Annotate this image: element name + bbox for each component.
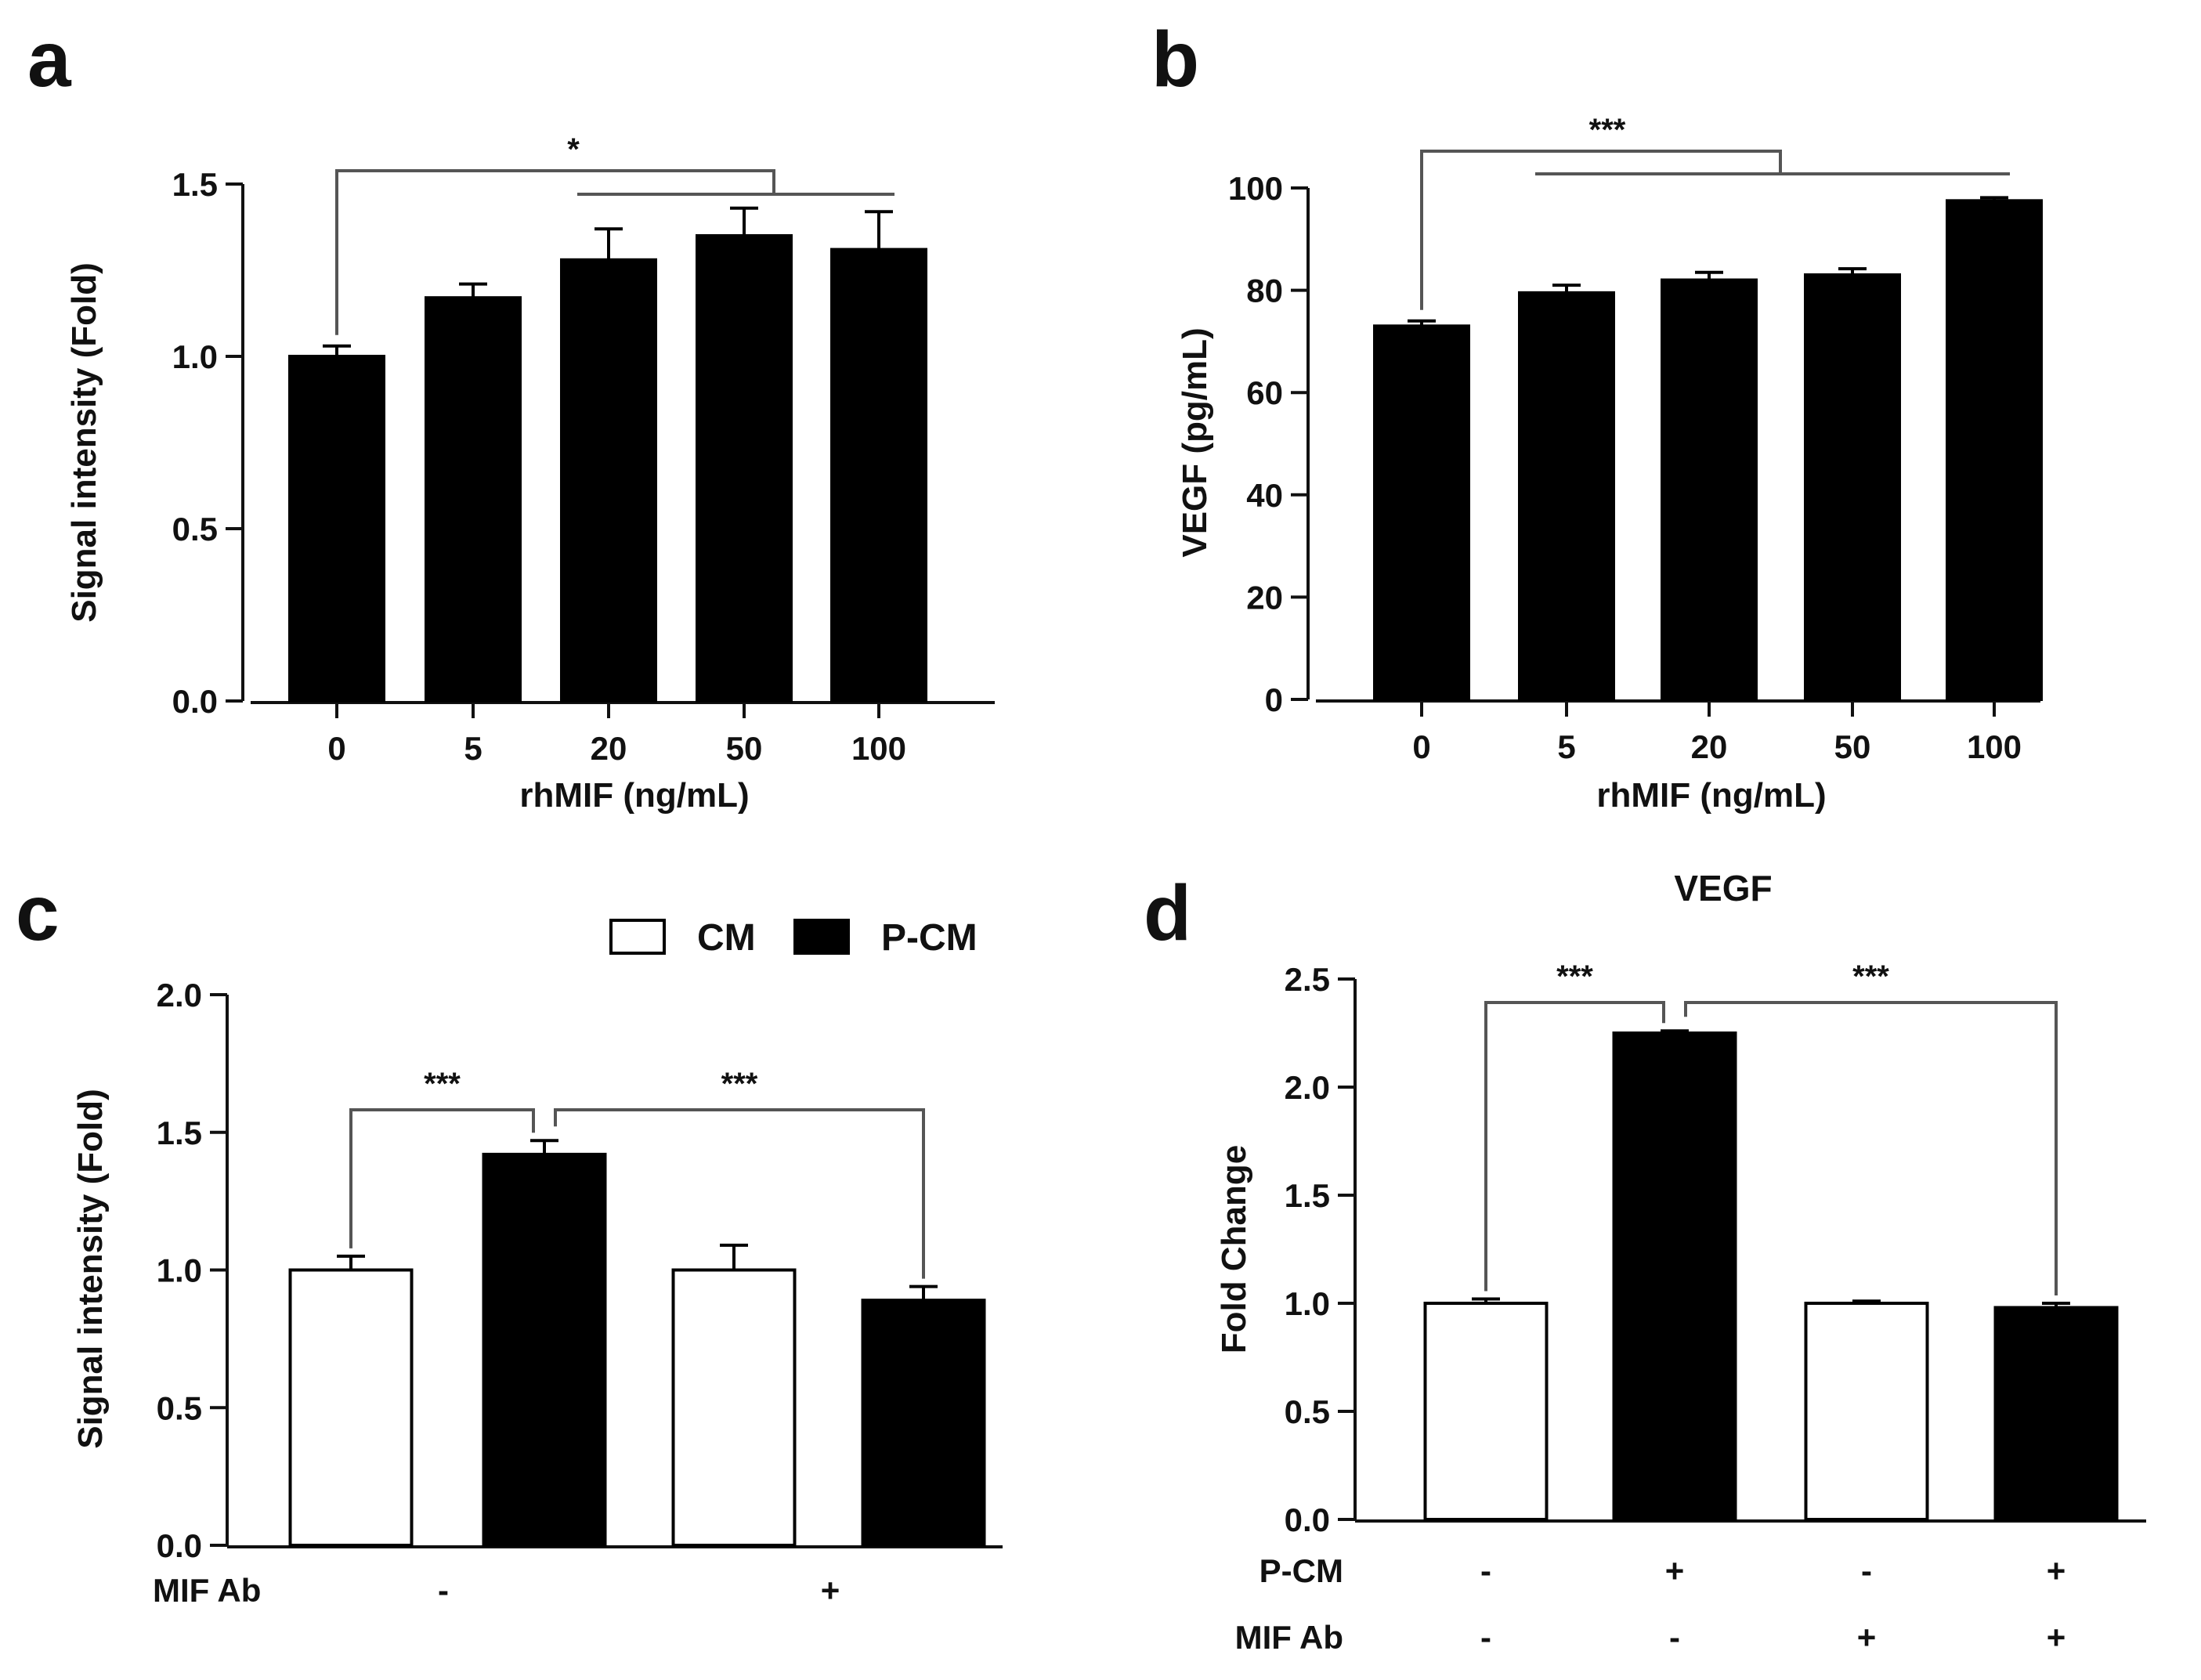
panel-b-y-tick-label: 100 <box>1228 170 1283 207</box>
panel-b-significance-label: *** <box>1589 113 1626 147</box>
panel-a-x-axis-label: rhMIF (ng/mL) <box>519 776 749 815</box>
panel-c-y-tick-label: 0.5 <box>157 1389 202 1426</box>
panel-a-significance-label: * <box>567 132 580 167</box>
panel-a-x-tick-label: 0 <box>327 730 345 767</box>
panel-a-x-tick-label: 20 <box>591 730 627 767</box>
panel-d-row-value: + <box>1665 1552 1685 1589</box>
panel-b-y-tick-label: 40 <box>1246 477 1283 514</box>
panel-c-legend-label: P-CM <box>881 917 978 959</box>
panel-d-bar <box>1612 1031 1737 1521</box>
panel-c-y-axis-label: Signal intensity (Fold) <box>71 1089 110 1449</box>
panel-d-comparison-label: *** <box>1852 959 1889 994</box>
panel-b-y-tick-label: 80 <box>1246 273 1283 309</box>
panel-d-bar <box>1993 1306 2119 1522</box>
panel-b-y-tick-label: 20 <box>1246 579 1283 616</box>
panel-c-comparison-bracket <box>349 1108 535 1248</box>
panel-c-bar <box>861 1299 986 1548</box>
panel-d-y-axis-label: Fold Change <box>1215 1145 1253 1353</box>
panel-a-x-tick-label: 5 <box>464 730 482 767</box>
panel-label-c: c <box>16 869 60 957</box>
panel-d-y-tick-label: 0.5 <box>1285 1393 1330 1430</box>
panel-d-y-tick-label: 2.5 <box>1285 961 1330 998</box>
panel-c-y-tick-label: 0.0 <box>157 1527 202 1564</box>
panel-b-y-tick-label: 60 <box>1246 374 1283 411</box>
panel-a-y-tick-label: 0.0 <box>172 683 218 720</box>
panel-d-row-value: - <box>1480 1552 1491 1589</box>
panel-d-y-tick-label: 1.0 <box>1285 1285 1330 1322</box>
panel-c-bar <box>482 1152 607 1547</box>
panel-label-b: b <box>1151 16 1199 103</box>
panel-b-y-axis-label: VEGF (pg/mL) <box>1176 327 1214 557</box>
panel-c-comparison-bracket <box>554 1108 925 1279</box>
panel-d-bar <box>1423 1302 1549 1521</box>
panel-b-x-tick-label: 20 <box>1691 728 1728 765</box>
panel-b-bar <box>1518 291 1615 701</box>
panel-d-bar <box>1804 1302 1929 1521</box>
panel-c-y-tick-label: 1.5 <box>157 1115 202 1151</box>
panel-d-comparison-bracket <box>1484 1001 1665 1292</box>
panel-d-row-label: P-CM <box>1260 1552 1343 1589</box>
panel-a-y-tick-label: 1.0 <box>172 338 218 375</box>
panel-a-bar <box>425 296 522 703</box>
panel-b-bar <box>1804 273 1901 701</box>
panel-c-legend-swatch <box>793 919 850 955</box>
panel-c-legend-label: CM <box>697 917 756 959</box>
panel-b-x-tick-label: 50 <box>1834 728 1871 765</box>
panel-a-bar <box>288 355 385 703</box>
panel-a-x-tick-label: 50 <box>726 730 763 767</box>
panel-c-comparison-label: *** <box>721 1067 758 1101</box>
panel-a-y-axis-label: Signal intensity (Fold) <box>65 262 103 623</box>
panel-d-comparison-label: *** <box>1556 959 1593 994</box>
panel-b-x-tick-label: 100 <box>1967 728 2022 765</box>
panel-d-y-tick-label: 1.5 <box>1285 1177 1330 1214</box>
panel-c-row-label: MIF Ab <box>153 1572 261 1609</box>
panel-b-x-tick-label: 5 <box>1557 728 1575 765</box>
panel-c-y-tick-label: 2.0 <box>157 977 202 1013</box>
panel-d-title: VEGF <box>1674 868 1772 909</box>
panel-a-y-tick-label: 1.5 <box>172 166 218 203</box>
panel-c-comparison-label: *** <box>424 1067 461 1101</box>
panel-c-bar <box>288 1268 414 1547</box>
panel-d-row-label: MIF Ab <box>1235 1619 1343 1656</box>
panel-b-y-tick-label: 0 <box>1265 681 1283 718</box>
panel-d-row-value: + <box>2047 1619 2066 1656</box>
panel-b-bar <box>1661 278 1758 702</box>
panel-a-significance-bracket <box>335 169 775 335</box>
panel-d-comparison-bracket <box>1684 1001 2058 1295</box>
panel-b-bar <box>1946 199 2043 701</box>
panel-d-y-tick-label: 0.0 <box>1285 1501 1330 1538</box>
panel-label-a: a <box>27 16 72 103</box>
panel-d-row-value: - <box>1669 1619 1680 1656</box>
panel-b-x-tick-label: 0 <box>1412 728 1430 765</box>
panel-a-bar <box>696 234 793 703</box>
panel-b-significance-bracket <box>1420 150 1782 310</box>
panel-c-row-value: + <box>821 1572 840 1609</box>
panel-c-row-value: - <box>438 1572 449 1609</box>
panel-c-legend-swatch <box>609 919 666 955</box>
panel-a-bar <box>830 247 927 703</box>
panel-d-row-value: - <box>1861 1552 1872 1589</box>
panel-c-bar <box>671 1268 797 1547</box>
panel-label-d: d <box>1144 869 1191 957</box>
panel-d-row-value: + <box>2047 1552 2066 1589</box>
panel-d-row-value: + <box>1857 1619 1877 1656</box>
panel-c-y-tick-label: 1.0 <box>157 1252 202 1289</box>
panel-b-bar <box>1373 324 1470 701</box>
panel-a-x-tick-label: 100 <box>851 730 906 767</box>
panel-a-bar <box>560 258 657 703</box>
panel-d-y-tick-label: 2.0 <box>1285 1069 1330 1106</box>
panel-b-x-axis-label: rhMIF (ng/mL) <box>1596 776 1826 815</box>
panel-d-row-value: - <box>1480 1619 1491 1656</box>
panel-a-y-tick-label: 0.5 <box>172 511 218 547</box>
